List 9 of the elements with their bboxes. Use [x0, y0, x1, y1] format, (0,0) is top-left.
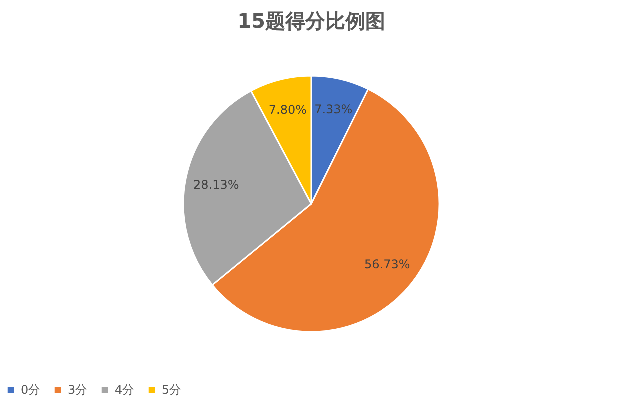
chart-title: 15题得分比例图	[238, 9, 386, 33]
legend-label: 3分	[68, 383, 88, 398]
legend-label: 5分	[162, 383, 182, 398]
data-label: 7.80%	[268, 102, 308, 117]
data-label: 56.73%	[364, 257, 410, 272]
data-label: 7.33%	[314, 102, 353, 117]
legend-label: 0分	[21, 383, 41, 398]
legend-label: 4分	[115, 383, 135, 398]
data-label: 28.13%	[193, 178, 240, 192]
